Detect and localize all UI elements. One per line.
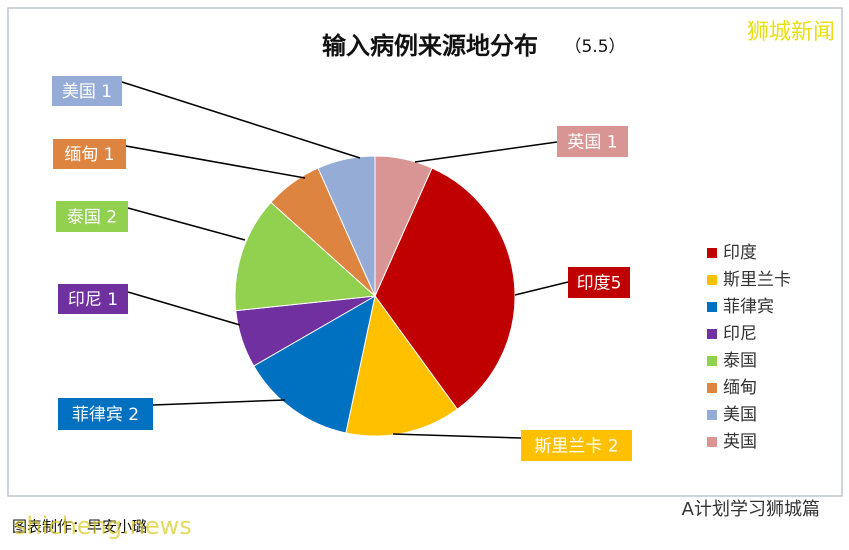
data-label: 印度5 xyxy=(577,274,622,294)
legend-swatch xyxy=(707,356,717,366)
chart-title: 输入病例来源地分布 xyxy=(322,32,538,60)
legend-label: 英国 xyxy=(723,432,757,452)
legend-swatch xyxy=(707,275,717,285)
data-label-box xyxy=(52,76,122,106)
data-label-box xyxy=(58,284,128,314)
legend-swatch xyxy=(707,437,717,447)
watermark: 狮城新闻 xyxy=(747,20,835,45)
legend-label: 斯里兰卡 xyxy=(723,270,791,290)
leader-line xyxy=(152,399,286,406)
watermark: shicheng.news xyxy=(14,512,192,540)
legend-label: 印尼 xyxy=(723,324,757,344)
legend-swatch xyxy=(707,410,717,420)
legend-swatch xyxy=(707,329,717,339)
legend-label: 泰国 xyxy=(723,351,757,371)
data-label-box xyxy=(557,126,628,157)
leader-line xyxy=(392,433,522,439)
data-label-box xyxy=(58,398,153,430)
pie-slice xyxy=(374,167,516,410)
legend-swatch xyxy=(707,383,717,393)
pie-slice xyxy=(253,295,376,434)
leader-line xyxy=(121,81,361,159)
data-label: 美国 1 xyxy=(62,82,112,102)
caption: 图表制作：早安小璐 xyxy=(12,518,147,536)
data-label-box xyxy=(56,201,128,232)
leader-line xyxy=(127,291,241,326)
data-label: 泰国 2 xyxy=(67,208,117,228)
legend-label: 菲律宾 xyxy=(723,297,774,317)
data-label: 斯里兰卡 2 xyxy=(534,437,618,457)
data-label-box xyxy=(521,430,632,461)
legend-label: 缅甸 xyxy=(723,378,757,398)
leader-line xyxy=(414,141,558,163)
watermark: A计划学习狮城篇 xyxy=(682,499,820,520)
data-label-box xyxy=(568,267,630,298)
data-label: 菲律宾 2 xyxy=(72,405,139,425)
legend-swatch xyxy=(707,248,717,258)
legend-swatch xyxy=(707,302,717,312)
pie-slice xyxy=(374,155,433,297)
data-label: 缅甸 1 xyxy=(64,145,114,165)
legend-label: 印度 xyxy=(723,243,757,263)
chart-subtitle: （5.5） xyxy=(564,37,625,57)
data-label: 印尼 1 xyxy=(68,290,118,310)
leader-line xyxy=(125,145,306,179)
leader-line xyxy=(127,207,246,241)
leader-line xyxy=(514,281,569,296)
pie-slice xyxy=(345,294,458,437)
pie-slice xyxy=(234,201,377,312)
data-label-box xyxy=(53,139,126,169)
legend-label: 美国 xyxy=(723,405,757,425)
data-label: 英国 1 xyxy=(567,133,617,153)
